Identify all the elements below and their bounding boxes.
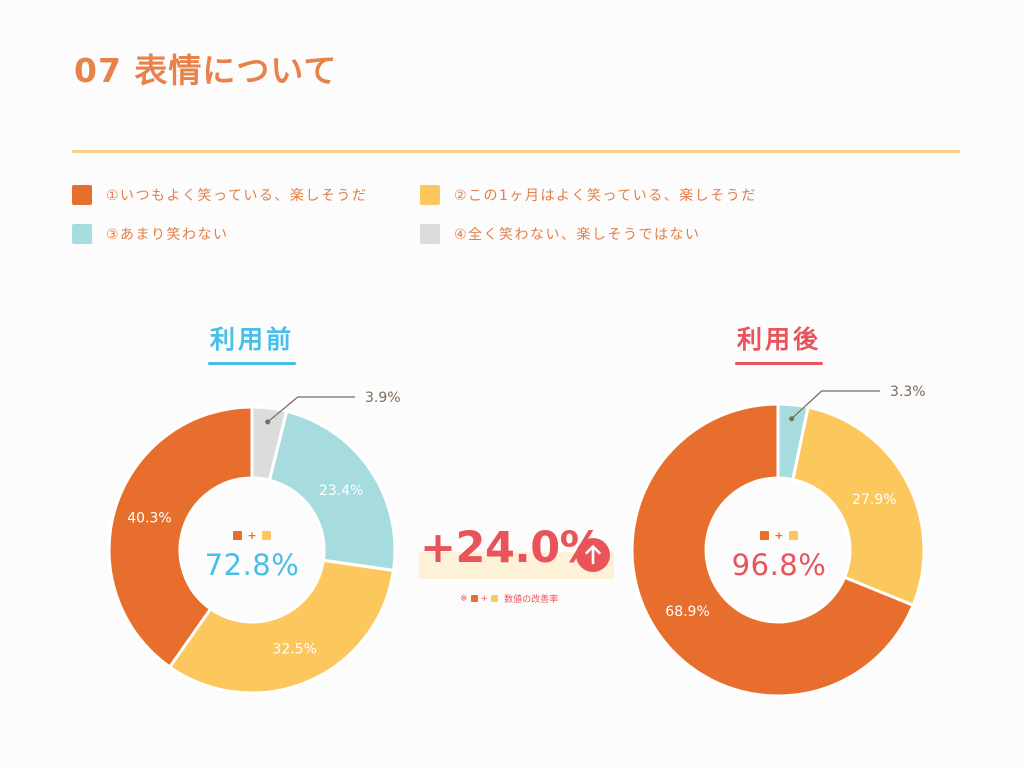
center-after: + 96.8% [699,528,859,583]
panel-title-before: 利用前 [172,320,332,365]
center-before-total: 72.8% [204,548,300,582]
mini-swatch-2 [788,530,798,540]
title-divider [72,150,960,153]
up-arrow-icon [576,538,610,572]
legend-swatch-4 [420,224,440,244]
improvement-note: ※ + 数値の改善率 [460,592,559,606]
slice-label-before-3: 23.4% [319,483,363,499]
slice-label-before-1: 40.3% [127,511,171,527]
improvement-note-text: 数値の改善率 [504,595,559,605]
legend-item-1: ①いつもよく笑っている、楽しそうだ [72,184,367,206]
center-after-total: 96.8% [731,548,827,582]
mini-swatch-2 [261,530,271,540]
mini-plus: + [774,528,784,542]
legend-label-2: ②この1ヶ月はよく笑っている、楽しそうだ [454,188,757,204]
slice-label-after-1: 68.9% [665,604,709,620]
note-swatch-2 [491,595,499,602]
panel-title-after-text: 利用後 [736,325,821,354]
up-arrow-glyph [585,545,601,565]
legend-item-3: ③あまり笑わない [72,223,229,245]
center-before-key: + [172,528,332,542]
legend-swatch-1 [72,185,92,205]
mini-swatch-1 [760,530,770,540]
slice-label-before-2: 32.5% [272,642,316,658]
legend-item-2: ②この1ヶ月はよく笑っている、楽しそうだ [420,184,757,206]
panel-title-after-underline [735,362,823,365]
page-title: 07 表情について [74,51,338,90]
panel-title-after: 利用後 [699,320,859,365]
mini-plus: + [247,528,257,542]
legend-label-4: ④全く笑わない、楽しそうではない [454,227,701,243]
improvement-note-prefix: ※ [460,593,468,604]
donut-before: 40.3% 32.5% 23.4% 3.9% [107,390,401,695]
donut-after: 68.9% 27.9% 3.3% [630,384,926,698]
improvement-note-plus: + [480,593,489,604]
legend-label-3: ③あまり笑わない [106,227,229,243]
improvement-value: +24.0% [420,523,603,573]
slice-after-1 [630,402,915,698]
note-swatch-1 [470,595,478,602]
slice-before-4 [250,405,289,482]
legend-label-1: ①いつもよく笑っている、楽しそうだ [106,188,368,204]
legend-swatch-3 [72,224,92,244]
callout-label-before: 3.9% [365,390,401,406]
legend-swatch-2 [420,185,440,205]
slice-before-3 [267,409,397,572]
panel-title-before-underline [208,362,296,365]
callout-label-after: 3.3% [890,384,926,400]
panel-title-before-text: 利用前 [209,325,294,354]
legend-item-4: ④全く笑わない、楽しそうではない [420,223,701,245]
center-after-key: + [699,528,859,542]
slice-after-3 [776,402,810,482]
slice-before-1 [107,405,254,669]
slice-before-2 [168,558,396,695]
callout-line-after [791,390,880,420]
mini-swatch-1 [233,530,243,540]
center-before: + 72.8% [172,528,332,583]
slice-after-2 [791,405,926,607]
slice-label-after-2: 27.9% [852,492,896,508]
callout-line-before [267,396,355,423]
